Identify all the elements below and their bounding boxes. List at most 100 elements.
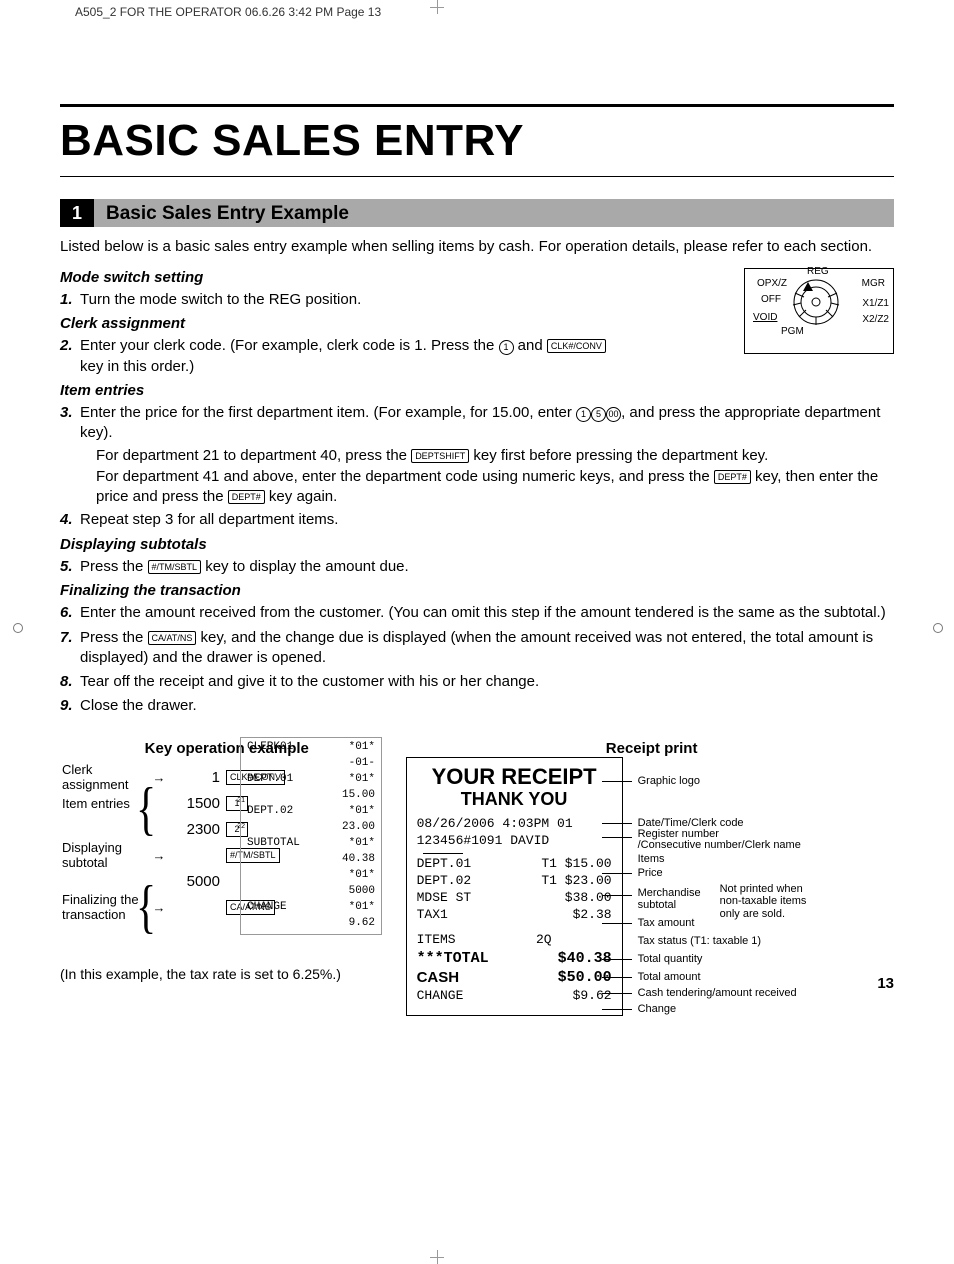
step-number: 1.: [60, 290, 80, 310]
step-text: Enter the amount received from the custo…: [80, 603, 894, 623]
page-number: 13: [877, 974, 894, 994]
mode-label-mgr: MGR: [862, 277, 885, 291]
callout-text: Tax status (T1: taxable 1): [638, 935, 762, 948]
heading-item: Item entries: [60, 381, 894, 401]
step-number: 7.: [60, 628, 80, 669]
callout-text: Change: [638, 1003, 677, 1016]
printout-strip: CLERK01*01* -01- DEPT.01*01* 15.00 DEPT.…: [240, 737, 382, 935]
tax-note: (In this example, the tax rate is set to…: [60, 965, 394, 984]
key-00-icon: 00: [606, 407, 621, 422]
section-number: 1: [60, 199, 94, 227]
print-cell: *01*: [349, 804, 375, 820]
step-number: 5.: [60, 557, 80, 577]
step-subtext: For department 41 and above, enter the d…: [96, 467, 894, 508]
callout-text: Items: [638, 853, 665, 866]
mode-label-void: VOID: [753, 311, 777, 325]
step-number: 3.: [60, 403, 80, 444]
key-tmsbtl-icon: #/TM/SBTL: [148, 560, 202, 574]
print-cell: *01*: [349, 772, 375, 788]
print-cell: *01*: [349, 900, 375, 916]
dial-icon: [791, 277, 841, 327]
key-deptn-icon: DEPT#: [714, 470, 751, 484]
receipt-line: 123456#1091 DAVID: [417, 833, 612, 850]
crop-mark-bottom: [430, 1250, 444, 1264]
section-title: Basic Sales Entry Example: [94, 199, 894, 227]
page-title: BASIC SALES ENTRY: [60, 111, 894, 170]
receipt-diagram: YOUR RECEIPT THANK YOU 08/26/2006 4:03PM…: [406, 757, 623, 1016]
brace-icon: {: [136, 878, 156, 937]
print-cell: *01*: [349, 836, 375, 852]
brace-icon: {: [136, 780, 156, 839]
running-head: A505_2 FOR THE OPERATOR 06.6.26 3:42 PM …: [75, 4, 381, 20]
arrow-icon: →: [142, 847, 176, 865]
receipt-line: CASH$50.00: [417, 968, 612, 988]
step-text: Press the CA/AT/NS key, and the change d…: [80, 628, 894, 669]
step-text: Press the #/TM/SBTL key to display the a…: [80, 557, 894, 577]
callout-text: Price: [638, 867, 663, 880]
print-cell: 40.38: [342, 852, 375, 868]
print-cell: *01*: [349, 868, 375, 884]
mode-label-pgm: PGM: [781, 325, 804, 339]
key-1-icon: 1: [576, 407, 591, 422]
receipt-line: DEPT.02T1 $23.00: [417, 873, 612, 890]
title-rule-top: [60, 104, 894, 107]
callout-text: Cash tendering/amount received: [638, 987, 797, 1000]
mode-label-off: OFF: [761, 293, 781, 307]
step-number: 4.: [60, 510, 80, 530]
key-caatns-icon: CA/AT/NS: [148, 631, 197, 645]
step-text: Tear off the receipt and give it to the …: [80, 672, 894, 692]
key-deptn-icon: DEPT#: [228, 490, 265, 504]
step-subtext: For department 21 to department 40, pres…: [96, 446, 894, 466]
heading-subtotal: Displaying subtotals: [60, 535, 894, 555]
receipt-line: DEPT.01T1 $15.00: [417, 856, 612, 873]
receipt-line: ***TOTAL$40.38: [417, 949, 612, 969]
step-text: Enter the price for the first department…: [80, 403, 894, 444]
body: REG OPX/Z MGR OFF X1/Z1 VOID X2/Z2 PGM M…: [60, 268, 894, 717]
print-cell: CLERK01: [247, 740, 293, 756]
keyop-value: 2300: [176, 820, 226, 840]
print-cell: 23.00: [342, 820, 375, 836]
print-cell: 5000: [349, 884, 375, 900]
keyop-value: 1: [176, 768, 226, 788]
print-cell: *01*: [349, 740, 375, 756]
keyop-label: Clerk assignment: [62, 763, 142, 792]
heading-finalizing: Finalizing the transaction: [60, 581, 894, 601]
print-cell: CHANGE: [247, 900, 287, 916]
mode-label-opxz: OPX/Z: [757, 277, 787, 291]
keyop-label: Item entries: [62, 797, 142, 812]
keyop-value: 1500: [176, 794, 226, 814]
print-cell: DEPT.01: [247, 772, 293, 788]
keyop-label: Finalizing the transaction: [62, 893, 142, 922]
callout-text: Tax amount: [638, 917, 695, 930]
keyop-value: 5000: [176, 872, 226, 892]
step-number: 2.: [60, 336, 80, 377]
key-clkconv-icon: CLK#/CONV: [547, 339, 606, 353]
callout-text: Register number/Consecutive number/Clerk…: [638, 829, 801, 851]
step-number: 9.: [60, 696, 80, 716]
step-number: 6.: [60, 603, 80, 623]
receipt-line: TAX1$2.38: [417, 907, 612, 924]
mode-label-x1z1: X1/Z1: [862, 297, 889, 311]
print-cell: -01-: [349, 756, 375, 772]
title-rule-bottom: [60, 176, 894, 177]
receipt-line: 08/26/2006 4:03PM 01: [417, 816, 612, 833]
mode-label-reg: REG: [807, 265, 829, 279]
receipt-line: CHANGE$9.62: [417, 988, 612, 1005]
print-cell: SUBTOTAL: [247, 836, 300, 852]
callout-text: Total quantity: [638, 953, 703, 966]
keyop-label: Displaying subtotal: [62, 841, 142, 870]
key-deptshift-icon: DEPTSHIFT: [411, 449, 469, 463]
callout-text: Not printed whennon-taxable itemsonly ar…: [720, 883, 807, 921]
intro-text: Listed below is a basic sales entry exam…: [60, 237, 894, 257]
section-header: 1 Basic Sales Entry Example: [60, 199, 894, 227]
callout-text: Graphic logo: [638, 775, 700, 788]
step-number: 8.: [60, 672, 80, 692]
receipt-line: ITEMS2Q: [417, 932, 612, 949]
receipt-logo-line: THANK YOU: [417, 790, 612, 808]
receipt-line: MDSE ST$38.00: [417, 890, 612, 907]
key-5-icon: 5: [591, 407, 606, 422]
example-section: Key operation example { { Clerk assignme…: [60, 739, 894, 994]
step-text: Enter your clerk code. (For example, cle…: [80, 336, 620, 377]
modeswitch-diagram: REG OPX/Z MGR OFF X1/Z1 VOID X2/Z2 PGM: [744, 268, 894, 354]
step-text: Repeat step 3 for all department items.: [80, 510, 894, 530]
